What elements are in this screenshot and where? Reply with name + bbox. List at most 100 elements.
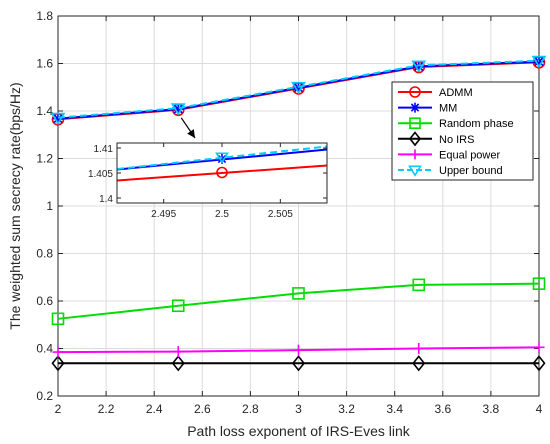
marker-shape xyxy=(409,117,421,129)
data-point xyxy=(532,355,546,372)
legend-entry: No IRS xyxy=(398,131,474,147)
data-point xyxy=(51,312,65,326)
y-tick-label: 1.2 xyxy=(36,152,53,166)
marker-shape xyxy=(412,278,426,292)
y-tick-label: 0.6 xyxy=(36,294,53,308)
marker-shape xyxy=(171,355,185,372)
marker-shape xyxy=(531,55,547,68)
data-point xyxy=(533,341,545,353)
legend-entry: Random phase xyxy=(398,117,514,130)
marker-shape xyxy=(51,312,65,326)
data-point xyxy=(412,355,426,372)
legend-entry: MM xyxy=(398,102,457,115)
x-tick-label: 3.4 xyxy=(386,402,403,416)
y-tick-label: 1.8 xyxy=(36,9,53,23)
data-point xyxy=(171,299,185,313)
data-point xyxy=(51,355,65,372)
inset-frame xyxy=(116,142,328,204)
data-point xyxy=(413,343,425,354)
series-line-random-phase xyxy=(57,282,540,320)
marker-shape xyxy=(215,152,229,164)
inset-line-upper-bound xyxy=(116,145,328,170)
legend-label: MM xyxy=(439,103,457,115)
y-axis-title: The weighted sum secrecy rate(bps/Hz) xyxy=(7,82,23,329)
x-tick-label: 2.2 xyxy=(98,402,115,416)
inset-y-tick-label: 1.41 xyxy=(94,144,114,155)
marker-shape xyxy=(532,277,546,290)
legend-entry: ADMM xyxy=(398,86,473,99)
legend-box xyxy=(391,81,534,181)
marker-shape xyxy=(409,86,421,98)
legend: ADMM MM Random phase No IRS Equal power Upper… xyxy=(391,81,534,181)
y-tick-label: 0.4 xyxy=(36,342,53,356)
inset-x-tick-label: 2.495 xyxy=(151,209,176,220)
y-tick-label: 1.4 xyxy=(36,104,53,118)
marker-shape xyxy=(408,165,422,177)
legend-marker xyxy=(408,165,422,177)
x-tick-label: 3.2 xyxy=(338,402,355,416)
marker-shape xyxy=(411,60,427,73)
inset-line-admm xyxy=(116,164,328,182)
marker-shape xyxy=(292,287,305,300)
legend-entry: Equal power xyxy=(398,149,500,161)
inset-y-tick-label: 1.405 xyxy=(88,169,113,180)
y-tick-label: 1.6 xyxy=(36,57,53,71)
data-point xyxy=(411,60,427,73)
inset-data-point xyxy=(216,166,228,179)
legend-label: No IRS xyxy=(439,134,474,146)
legend-marker xyxy=(410,102,420,113)
marker-shape xyxy=(50,112,66,125)
legend-marker xyxy=(409,117,421,129)
data-point xyxy=(291,355,306,372)
marker-shape xyxy=(171,299,185,313)
inset-x-tick-label: 2.505 xyxy=(268,209,293,220)
marker-shape xyxy=(410,103,420,112)
arrow-head xyxy=(187,129,195,138)
legend-marker xyxy=(408,131,422,147)
marker-shape xyxy=(51,355,65,372)
data-point xyxy=(412,278,426,292)
y-tick-label: 0.8 xyxy=(36,247,53,261)
zoom-arrow xyxy=(180,117,196,139)
legend-marker xyxy=(409,86,421,98)
data-point xyxy=(170,103,186,116)
marker-shape xyxy=(216,166,228,179)
x-axis-title: Path loss exponent of IRS-Eves link xyxy=(187,423,411,439)
data-point xyxy=(52,346,64,358)
legend-label: ADMM xyxy=(439,87,473,99)
main-plot: 2 2.2 2.4 2.6 2.8 3 3.2 3.4 3.6 3.8 4 0.2 0.4 0.6 0.8 1… xyxy=(36,9,547,416)
x-tick-label: 2.8 xyxy=(242,402,259,416)
data-point xyxy=(171,355,185,372)
legend-label: Upper bound xyxy=(439,165,503,177)
inset-plot: 2.495 2.5 2.505 1.4 1.405 1.41 xyxy=(88,142,328,220)
legend-marker xyxy=(410,149,420,160)
x-tick-label: 4 xyxy=(536,402,543,416)
marker-shape xyxy=(170,103,186,116)
data-point xyxy=(531,55,547,68)
marker-shape xyxy=(532,355,546,372)
marker-shape xyxy=(217,154,227,164)
x-tick-label: 3.8 xyxy=(483,402,500,416)
data-point xyxy=(291,81,306,95)
data-point xyxy=(293,344,304,356)
marker-shape xyxy=(291,81,306,95)
x-tick-label: 3 xyxy=(295,402,302,416)
marker-shape xyxy=(53,114,63,124)
y-tick-label: 1 xyxy=(46,199,53,213)
series-line-upper-bound xyxy=(57,59,540,119)
x-tick-label: 2.4 xyxy=(146,402,163,416)
data-point xyxy=(292,287,305,300)
legend-label: Equal power xyxy=(439,149,500,161)
marker-shape xyxy=(408,131,422,147)
x-tick-label: 2.6 xyxy=(194,402,211,416)
data-point xyxy=(532,277,546,290)
y-tick-label: 0.2 xyxy=(36,389,53,403)
inset-data-point xyxy=(215,152,229,164)
plot-frame xyxy=(57,15,540,397)
data-point xyxy=(172,346,184,358)
data-point xyxy=(50,112,66,125)
legend-label: Random phase xyxy=(439,118,514,130)
x-tick-label: 2 xyxy=(55,402,62,416)
inset-y-tick-label: 1.4 xyxy=(99,194,113,205)
marker-shape xyxy=(173,104,183,114)
